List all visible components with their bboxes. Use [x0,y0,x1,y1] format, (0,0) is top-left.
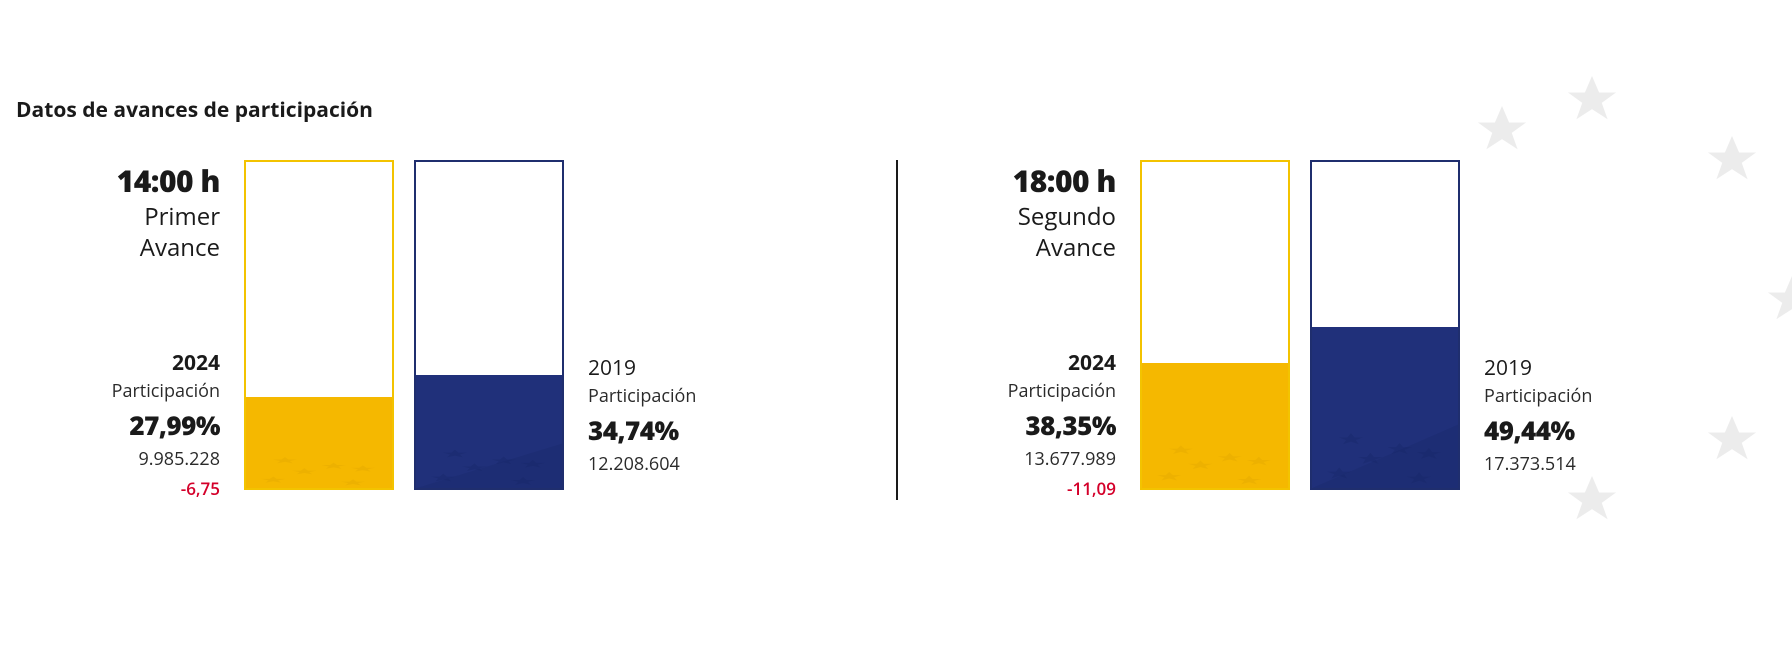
current-count: 13.677.989 [1024,447,1116,471]
delta-value: -6,75 [181,477,220,500]
participation-label: Participación [1484,384,1592,408]
previous-year: 2019 [588,354,636,382]
avance-label-line2: Avance [140,234,220,263]
previous-pct: 34,74% [588,412,679,448]
current-pct: 27,99% [129,407,220,443]
avance-label-line1: Primer [144,203,220,232]
panel-right-labels: 2019 Participación 34,74% 12.208.604 [588,160,768,500]
panel-segundo-avance: 18:00 h Segundo Avance 2024 Participació… [896,150,1792,510]
current-count: 9.985.228 [138,447,220,471]
panel-right-labels: 2019 Participación 49,44% 17.373.514 [1484,160,1664,500]
panel-primer-avance: 14:00 h Primer Avance 2024 Participación… [0,150,896,510]
current-year: 2024 [1068,349,1116,377]
panel-left-labels: 14:00 h Primer Avance 2024 Participación… [30,160,220,500]
bar-current-fill [246,397,392,488]
delta-value: -11,09 [1067,477,1116,500]
time-heading: 18:00 h [1013,160,1116,201]
bar-previous-fill [416,375,562,488]
avance-label-line2: Avance [1036,234,1116,263]
participation-label: Participación [588,384,696,408]
previous-count: 12.208.604 [588,452,680,476]
participation-label: Participación [112,379,220,403]
time-heading: 14:00 h [117,160,220,201]
previous-year: 2019 [1484,354,1532,382]
previous-count: 17.373.514 [1484,452,1576,476]
participation-label: Participación [1008,379,1116,403]
page-title: Datos de avances de participación [16,96,373,124]
bar-previous [414,160,564,490]
bars-group [244,160,564,490]
bar-current [244,160,394,490]
bars-group [1140,160,1460,490]
current-pct: 38,35% [1025,407,1116,443]
panel-left-labels: 18:00 h Segundo Avance 2024 Participació… [926,160,1116,500]
avance-label-line1: Segundo [1018,203,1116,232]
previous-pct: 49,44% [1484,412,1575,448]
bar-previous-fill [1312,327,1458,488]
bar-current [1140,160,1290,490]
bar-previous [1310,160,1460,490]
panels-row: 14:00 h Primer Avance 2024 Participación… [0,150,1792,510]
current-year: 2024 [172,349,220,377]
bar-current-fill [1142,363,1288,488]
